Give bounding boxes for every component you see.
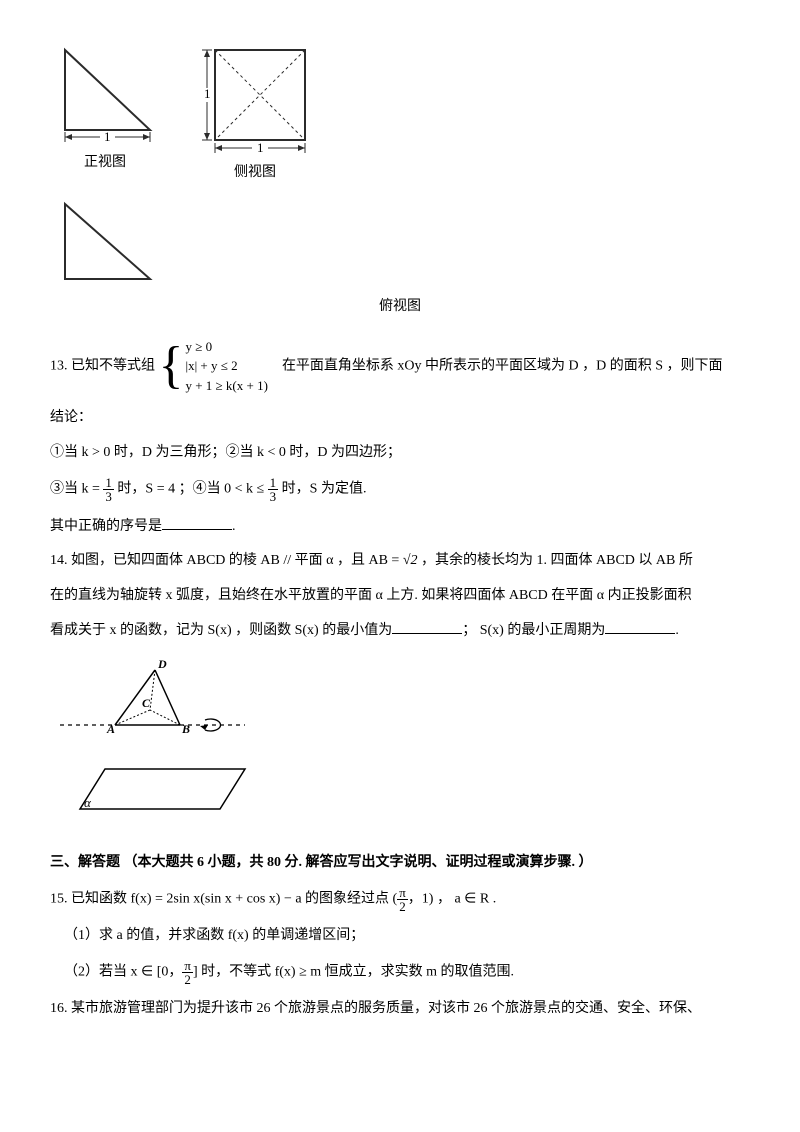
svg-text:α: α: [84, 795, 92, 810]
q13-c3c: 时，S 为定值.: [278, 482, 366, 497]
q13-c3a: ③当 k =: [50, 482, 103, 497]
sqrt2: √2: [403, 553, 418, 568]
top-view: 俯视图: [50, 194, 750, 318]
q13-sys1: y ≥ 0: [185, 339, 212, 354]
q15-sub2: （2）若当 x ∈ [0，π2] 时，不等式 f(x) ≥ m 恒成立，求实数 …: [64, 959, 750, 986]
blank-field[interactable]: [392, 619, 462, 634]
q14-figure-tetra: A B C D: [50, 655, 750, 750]
q13-ans-post: .: [232, 519, 236, 534]
q13-sys3: y + 1 ≥ k(x + 1): [185, 378, 267, 393]
q13-sys2: |x| + y ≤ 2: [185, 358, 237, 373]
q15-stem-a: 已知函数 f(x) = 2sin x(sin x + cos x) − a 的图…: [71, 892, 397, 907]
q14-line1: 14. 如图，已知四面体 ABCD 的棱 AB // 平面 α ，且 AB = …: [50, 550, 750, 572]
blank-field[interactable]: [162, 515, 232, 530]
q13-c3b: 时，S = 4 ；④当 0 < k ≤: [114, 482, 268, 497]
top-view-label: 俯视图: [50, 296, 750, 318]
side-view-svg: 1 1: [190, 40, 320, 160]
front-view-svg: 1: [50, 40, 160, 150]
q13-system: { y ≥ 0 |x| + y ≤ 2 y + 1 ≥ k(x + 1): [159, 337, 268, 396]
q15-stem: 15. 已知函数 f(x) = 2sin x(sin x + cos x) − …: [50, 886, 750, 913]
q14-line3: 看成关于 x 的函数，记为 S(x) ，则函数 S(x) 的最小值为 ； S(x)…: [50, 619, 750, 642]
q13-answer-line: 其中正确的序号是.: [50, 515, 750, 538]
q15-sub2a: （2）若当 x ∈ [0，: [64, 965, 182, 980]
top-view-svg: [50, 194, 160, 294]
q14-figure-plane: α: [50, 754, 750, 834]
front-view-label: 正视图: [50, 152, 160, 174]
q13-mid: 在平面直角坐标系 xOy 中所表示的平面区域为 D ，D 的面积 S ，则下面: [282, 358, 723, 373]
svg-text:1: 1: [204, 86, 211, 101]
q13-conclusion-label: 结论：: [50, 407, 750, 429]
dim-1: 1: [104, 129, 111, 144]
q16-stem: 16. 某市旅游管理部门为提升该市 26 个旅游景点的服务质量，对该市 26 个…: [50, 998, 750, 1020]
q15-number: 15.: [50, 892, 68, 907]
q14-number: 14.: [50, 553, 68, 568]
blank-field[interactable]: [605, 619, 675, 634]
q14-l3b: ； S(x) 的最小正周期为: [462, 623, 605, 638]
q16-number: 16.: [50, 1001, 68, 1016]
svg-text:A: A: [106, 722, 115, 736]
svg-text:B: B: [181, 722, 190, 736]
q15-sub1: （1）求 a 的值，并求函数 f(x) 的单调递增区间；: [64, 925, 750, 947]
svg-text:D: D: [157, 657, 167, 671]
q13-circles-12: ①当 k > 0 时，D 为三角形；②当 k < 0 时，D 为四边形；: [50, 442, 750, 464]
svg-text:1: 1: [257, 140, 264, 155]
brace-icon: {: [159, 340, 184, 392]
q13-ans-pre: 其中正确的序号是: [50, 519, 162, 534]
q14-l3c: .: [675, 623, 679, 638]
front-view: 1 正视图: [50, 40, 160, 184]
svg-text:C: C: [142, 696, 151, 710]
q14-l1b: ，其余的棱长均为 1. 四面体 ABCD 以 AB 所: [418, 553, 693, 568]
q13-circles-34: ③当 k = 13 时，S = 4 ；④当 0 < k ≤ 13 时，S 为定值…: [50, 476, 750, 503]
side-view: 1 1 侧视图: [190, 40, 320, 184]
q14-l3a: 看成关于 x 的函数，记为 S(x) ，则函数 S(x) 的最小值为: [50, 623, 392, 638]
section-3-title: 三、解答题 （本大题共 6 小题，共 80 分. 解答应写出文字说明、证明过程或…: [50, 852, 750, 874]
q16-text: 某市旅游管理部门为提升该市 26 个旅游景点的服务质量，对该市 26 个旅游景点…: [71, 1001, 701, 1016]
q15-sub2b: ] 时，不等式 f(x) ≥ m 恒成立，求实数 m 的取值范围.: [193, 965, 514, 980]
q14-l1a: 如图，已知四面体 ABCD 的棱 AB // 平面 α ，且 AB =: [71, 553, 403, 568]
q13-number: 13.: [50, 358, 68, 373]
q13-stem: 13. 已知不等式组 { y ≥ 0 |x| + y ≤ 2 y + 1 ≥ k…: [50, 337, 750, 396]
q13-prefix: 已知不等式组: [71, 358, 155, 373]
q15-stem-b: ，1) ， a ∈ R .: [408, 892, 496, 907]
three-view-figures: 1 正视图 1 1 侧视图: [50, 40, 750, 184]
side-view-label: 侧视图: [190, 162, 320, 184]
q14-line2: 在的直线为轴旋转 x 弧度，且始终在水平放置的平面 α 上方. 如果将四面体 A…: [50, 585, 750, 607]
